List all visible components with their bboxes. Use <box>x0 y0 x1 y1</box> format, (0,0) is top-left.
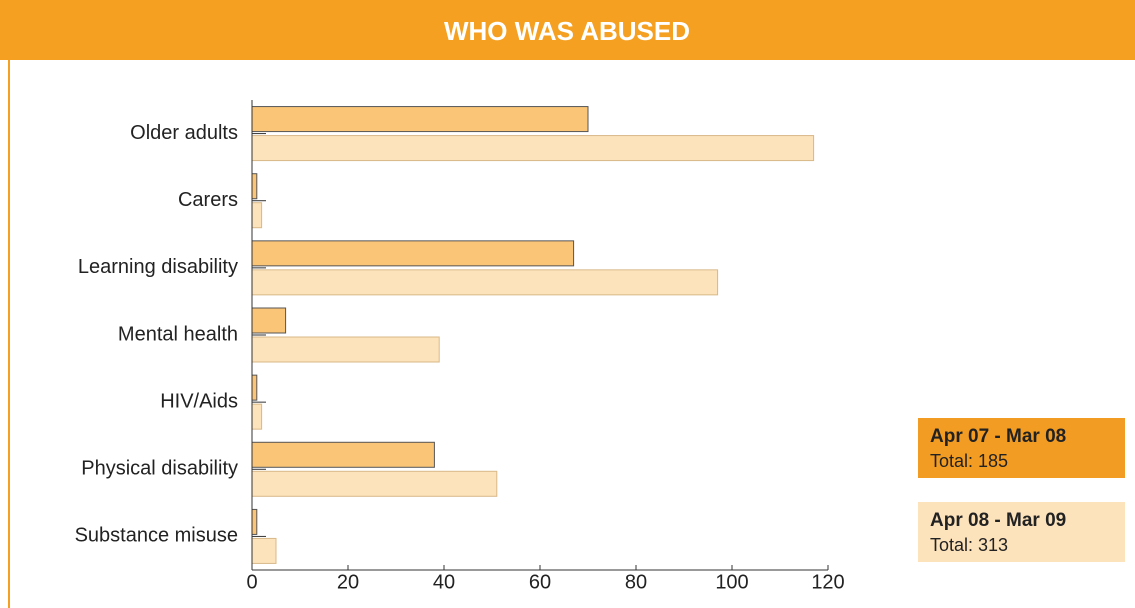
legend-box <box>918 418 1125 478</box>
x-tick-label: 0 <box>246 571 257 593</box>
legend-label: Apr 07 - Mar 08 <box>930 426 1066 447</box>
x-tick-label: 120 <box>811 571 844 593</box>
bar <box>251 240 575 267</box>
y-tick-label: Physical disability <box>81 458 238 480</box>
x-tick-label: 60 <box>529 571 551 593</box>
x-tick-label: 100 <box>715 571 748 593</box>
bar <box>251 106 589 133</box>
bar <box>251 269 719 296</box>
bar <box>251 173 258 200</box>
bar <box>251 403 263 430</box>
bar <box>251 307 287 334</box>
legend-label: Apr 08 - Mar 09 <box>930 510 1066 531</box>
y-tick-label: Substance misuse <box>75 525 238 547</box>
bar <box>251 508 258 535</box>
left-border <box>8 60 10 608</box>
y-tick-label: Learning disability <box>78 256 238 278</box>
x-tick-label: 20 <box>337 571 359 593</box>
legend-box <box>918 502 1125 562</box>
header-bar <box>0 0 1135 60</box>
bar <box>251 202 263 229</box>
bar <box>251 537 277 564</box>
x-tick-label: 40 <box>433 571 455 593</box>
bar <box>251 374 258 401</box>
bar <box>251 336 440 363</box>
x-tick-label: 80 <box>625 571 647 593</box>
bar <box>251 135 815 162</box>
legend-total: Total: 185 <box>930 451 1008 471</box>
chart-title: WHO WAS ABUSED <box>444 16 690 46</box>
y-tick-label: Mental health <box>118 323 238 345</box>
legend-total: Total: 313 <box>930 535 1008 555</box>
bar <box>251 441 435 468</box>
y-tick-label: Carers <box>178 189 238 211</box>
y-tick-label: Older adults <box>130 122 238 144</box>
y-tick-label: HIV/Aids <box>160 390 238 412</box>
bar <box>251 470 498 497</box>
